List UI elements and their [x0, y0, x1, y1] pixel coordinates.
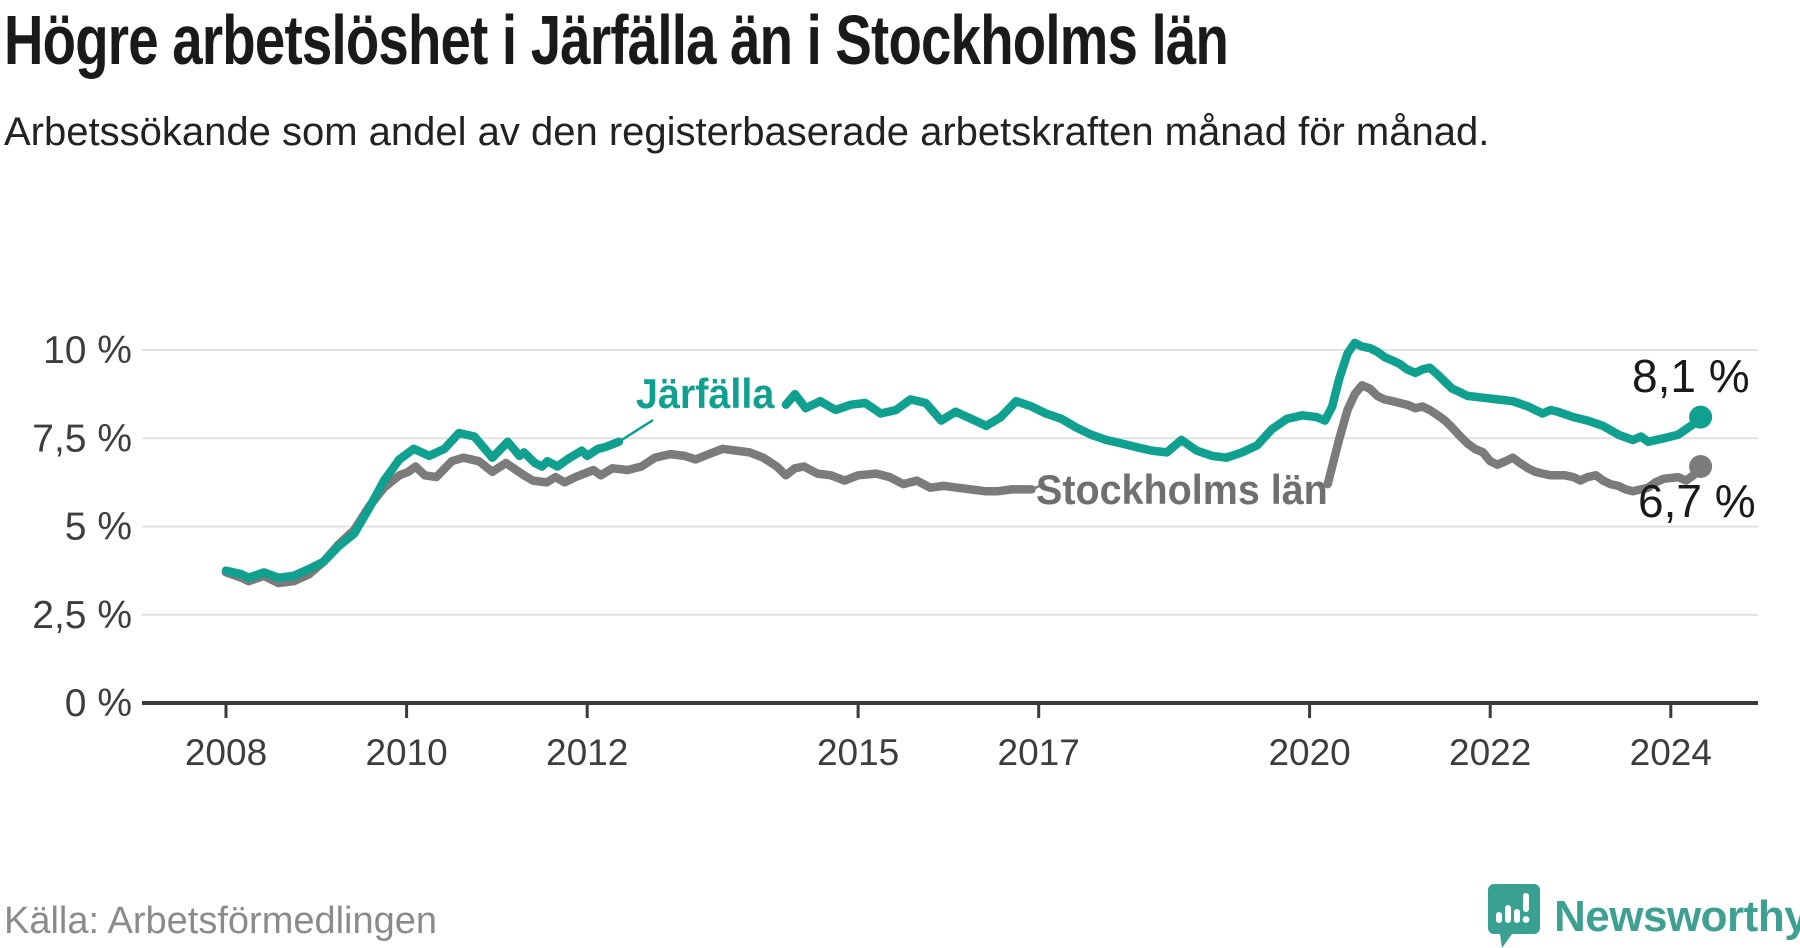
page-subtitle: Arbetssökande som andel av den registerb…	[4, 110, 1490, 154]
y-tick-label-10: 10 %	[43, 329, 132, 372]
y-tick-label-0: 0 %	[65, 682, 132, 725]
series-line-jarfalla-1	[221, 428, 624, 582]
x-tick-label-2017: 2017	[998, 732, 1080, 773]
x-tick-label-2024: 2024	[1630, 732, 1712, 773]
series-line-stockholms-lan-1	[221, 444, 1036, 588]
label-leader-stockholms-lan	[1030, 482, 1046, 491]
series-line-jarfalla-2	[781, 338, 1705, 462]
x-tick-label-2010: 2010	[365, 732, 447, 773]
label-leader-jarfalla	[617, 419, 654, 444]
x-tick-label-2022: 2022	[1449, 732, 1531, 773]
series-label-jarfalla: Järfälla	[636, 370, 775, 417]
series-line-stockholms-lan-2	[1323, 381, 1705, 496]
end-value-label-stockholms-lan: 6,7 %	[1638, 475, 1756, 527]
y-tick-label-5: 5 %	[65, 506, 132, 549]
y-tick-label-7.5: 7,5 %	[32, 417, 132, 460]
page-title: Högre arbetslöshet i Järfälla än i Stock…	[4, 1, 1229, 79]
x-tick-label-2015: 2015	[817, 732, 899, 773]
source-text: Källa: Arbetsförmedlingen	[4, 900, 438, 942]
x-tick-label-2012: 2012	[546, 732, 628, 773]
series-label-stockholms-lan: Stockholms län	[1036, 466, 1328, 513]
end-dot-stockholms-lan	[1689, 454, 1713, 478]
newsworthy-logo-icon	[1488, 884, 1540, 948]
x-tick-label-2020: 2020	[1268, 732, 1350, 773]
end-dot-jarfalla	[1689, 405, 1713, 429]
y-tick-label-2.5: 2,5 %	[32, 594, 132, 637]
x-tick-label-2008: 2008	[185, 732, 267, 773]
end-value-label-jarfalla: 8,1 %	[1632, 350, 1750, 402]
newsworthy-logo-text: Newsworthy	[1554, 892, 1800, 941]
